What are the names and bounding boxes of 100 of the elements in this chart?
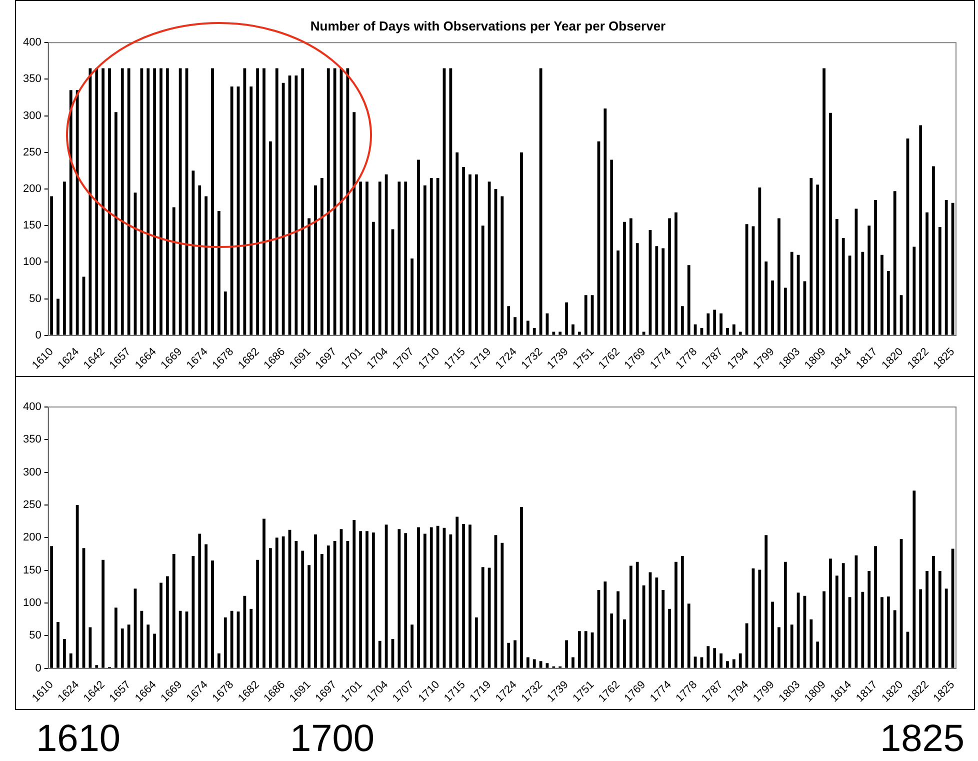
bar — [114, 608, 118, 668]
bar — [687, 265, 690, 335]
bar — [198, 534, 202, 668]
bar — [146, 624, 150, 668]
bar — [488, 182, 491, 335]
bar — [366, 182, 368, 335]
bar — [893, 610, 896, 668]
bar — [668, 608, 671, 668]
bar — [120, 628, 124, 668]
bar — [726, 661, 729, 668]
bar — [572, 324, 574, 335]
bar — [926, 571, 928, 668]
bar — [166, 68, 169, 335]
bar — [449, 534, 452, 668]
bar — [655, 578, 658, 668]
bar — [410, 624, 414, 668]
bar — [816, 642, 820, 668]
bar — [372, 532, 375, 668]
y-tick-label: 400 — [22, 36, 42, 49]
y-tick-label: 200 — [22, 183, 42, 196]
bar — [114, 112, 118, 335]
bar — [835, 218, 838, 335]
bar — [404, 182, 408, 335]
bar — [140, 68, 144, 335]
bar — [468, 524, 472, 668]
bar — [140, 610, 144, 668]
bar — [488, 568, 491, 668]
bar — [919, 589, 922, 668]
bar — [790, 252, 794, 335]
bar — [822, 591, 826, 668]
bar — [178, 610, 182, 668]
y-tick-label: 100 — [22, 597, 42, 610]
bar — [359, 182, 362, 335]
bar — [507, 306, 510, 335]
bar — [468, 174, 472, 335]
bar — [816, 184, 820, 335]
bar — [842, 238, 845, 335]
bar — [706, 313, 710, 335]
bar — [578, 332, 581, 335]
bar — [784, 288, 787, 335]
bar — [578, 631, 581, 668]
bar — [172, 554, 176, 668]
bar — [423, 185, 426, 335]
bar — [166, 576, 169, 668]
bar — [102, 68, 105, 335]
bar — [250, 608, 253, 668]
bar — [526, 657, 530, 668]
bar — [514, 640, 516, 668]
bar — [102, 560, 105, 668]
bar — [108, 68, 111, 335]
bar — [822, 68, 826, 335]
bar — [874, 546, 877, 668]
bar — [333, 540, 336, 668]
bar — [153, 634, 156, 668]
y-tick-label: 350 — [22, 73, 42, 86]
bar — [294, 76, 298, 335]
bar — [50, 546, 54, 668]
bar — [211, 560, 214, 668]
bar — [50, 196, 54, 335]
bar — [720, 313, 722, 335]
bar — [539, 661, 542, 668]
bar — [378, 640, 382, 668]
bar — [204, 544, 208, 668]
bar — [63, 638, 66, 668]
y-tick-label: 300 — [22, 466, 42, 478]
bar — [256, 560, 260, 668]
y-tick-label: 250 — [22, 146, 42, 158]
y-tick-label: 250 — [22, 499, 42, 512]
bar — [398, 182, 401, 335]
bar — [120, 68, 124, 335]
bar — [912, 490, 916, 668]
bar — [69, 90, 72, 335]
bar — [726, 328, 729, 335]
text: 1700 — [290, 718, 375, 760]
bar — [771, 280, 774, 335]
bar — [629, 218, 632, 335]
bar — [738, 332, 742, 335]
bar — [481, 567, 484, 668]
bar — [926, 212, 928, 335]
bar — [462, 524, 465, 668]
bar — [230, 86, 234, 335]
y-tick-label: 200 — [22, 532, 42, 544]
bar — [778, 218, 780, 335]
bar — [69, 653, 72, 668]
bar — [778, 627, 780, 668]
bar — [76, 90, 79, 335]
bar — [662, 590, 665, 668]
bar — [430, 527, 433, 668]
bar — [713, 310, 716, 335]
bar — [662, 248, 665, 335]
bar — [224, 617, 227, 668]
bar — [275, 538, 278, 668]
y-tick-label: 300 — [22, 110, 42, 122]
bar — [243, 68, 246, 335]
bar — [430, 178, 433, 335]
bar — [192, 170, 195, 335]
bar — [308, 565, 311, 668]
bar — [713, 648, 716, 668]
bar — [481, 226, 484, 335]
bar — [720, 653, 722, 668]
